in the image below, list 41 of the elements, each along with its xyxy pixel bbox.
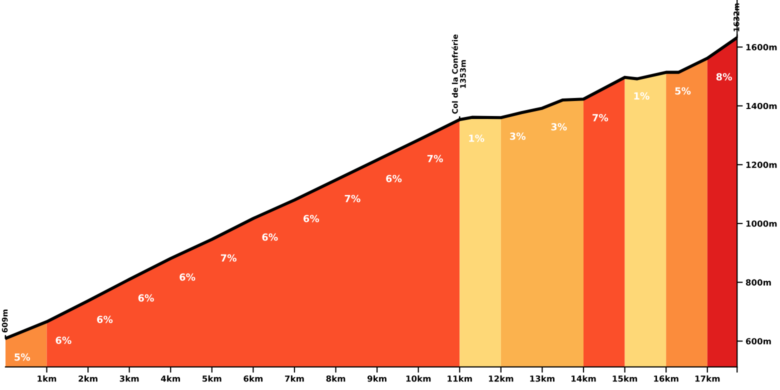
annotation: 1% — [469, 134, 484, 142]
x-tick-label: 4km — [160, 375, 180, 382]
y-tick-label: 1400m — [746, 102, 777, 110]
annotation: 6% — [180, 273, 196, 281]
annotation: 7% — [344, 194, 360, 202]
annotation: 7% — [427, 154, 443, 162]
annotation: 6% — [97, 316, 113, 324]
annotation: 6% — [56, 336, 72, 344]
y-tick-label: 600m — [746, 338, 771, 344]
x-tick-label: 11km — [448, 375, 472, 382]
x-tick-label: 17km — [695, 375, 720, 382]
x-tick-label: 5km — [202, 375, 222, 382]
annotation: 7% — [592, 114, 608, 122]
x-tick-label: 15km — [612, 375, 638, 382]
x-tick-label: 3km — [120, 375, 139, 382]
annotation: 3% — [551, 123, 567, 130]
annotation: 6% — [262, 233, 278, 241]
x-tick-label: 12km — [488, 375, 514, 382]
x-tick-label: 7km — [285, 375, 304, 382]
y-tick-label: 1600m — [746, 44, 777, 50]
x-tick-label: 2km — [78, 375, 98, 382]
annotation: 7% — [220, 254, 237, 262]
annotation: 6% — [304, 214, 320, 222]
y-tick-label: 800m — [746, 279, 771, 286]
annotation: 1% — [634, 92, 650, 100]
y-tick-label: 1000m — [746, 220, 777, 227]
x-tick-label: 16km — [654, 375, 678, 382]
x-tick-label: 10km — [406, 375, 431, 382]
x-tick-label: 8km — [326, 375, 346, 382]
annotation: 6% — [386, 174, 402, 182]
annotation: 5% — [675, 87, 691, 95]
annotation: 5% — [14, 353, 30, 361]
x-tick-label: 14km — [572, 375, 596, 382]
annotation: 3% — [510, 132, 526, 140]
annotation: 6% — [138, 294, 154, 302]
y-tick-label: 1200m — [746, 162, 777, 168]
annotation: 8% — [716, 73, 732, 80]
x-tick-label: 6km — [244, 375, 263, 382]
x-tick-label: 9km — [367, 375, 386, 382]
x-tick-label: 13km — [530, 375, 554, 382]
x-tick-label: 1km — [38, 375, 56, 382]
